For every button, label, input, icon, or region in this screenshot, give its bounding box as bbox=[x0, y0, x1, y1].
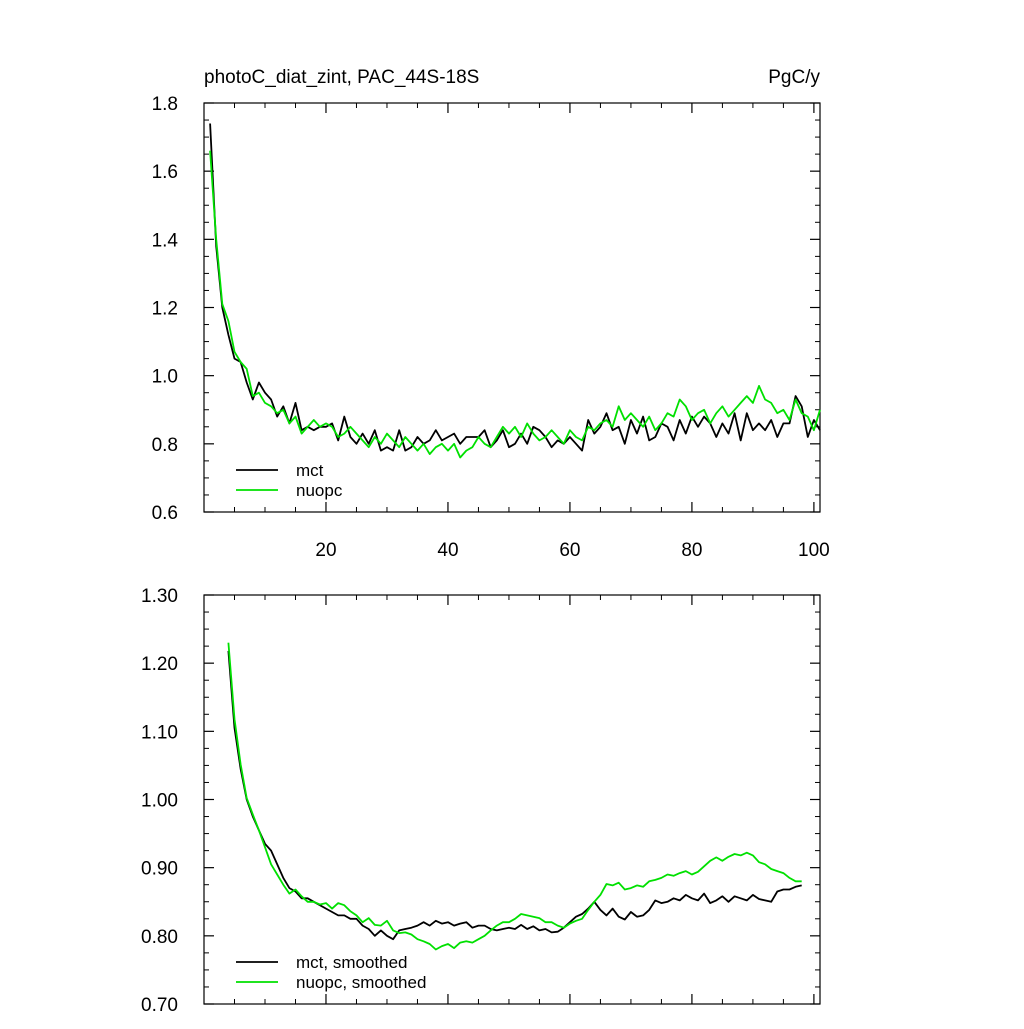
y-tick-label: 1.30 bbox=[141, 586, 178, 607]
y-tick-label: 1.0 bbox=[152, 367, 178, 388]
y-tick-label: 0.80 bbox=[141, 927, 178, 948]
y-tick-label: 1.4 bbox=[152, 230, 179, 251]
x-tick-label: 20 bbox=[315, 540, 336, 561]
plot-frame bbox=[203, 102, 821, 513]
series-nuopc-line bbox=[209, 150, 821, 459]
series-nuopc-smoothed-line bbox=[227, 642, 802, 951]
series-mct-line bbox=[209, 123, 821, 452]
y-tick-label: 1.2 bbox=[152, 299, 178, 320]
y-tick-label: 0.90 bbox=[141, 859, 178, 880]
y-tick-label: 0.70 bbox=[141, 995, 178, 1016]
y-tick-label: 1.00 bbox=[141, 791, 178, 812]
y-tick-label: 1.6 bbox=[152, 162, 178, 183]
x-tick-label: 100 bbox=[798, 540, 830, 561]
chart-units: PgC/y bbox=[768, 67, 820, 88]
y-tick-label: 1.10 bbox=[141, 722, 178, 743]
x-tick-label: 40 bbox=[437, 540, 458, 561]
legend-label: mct, smoothed bbox=[296, 953, 408, 972]
legend-label: nuopc, smoothed bbox=[296, 973, 426, 992]
legend-label: mct bbox=[296, 461, 324, 480]
plot-frame bbox=[203, 594, 821, 1005]
y-tick-label: 0.8 bbox=[152, 435, 178, 456]
x-tick-label: 60 bbox=[559, 540, 580, 561]
x-tick-label: 80 bbox=[681, 540, 702, 561]
y-tick-label: 0.6 bbox=[152, 503, 178, 524]
series-mct-smoothed-line bbox=[227, 650, 802, 941]
y-tick-label: 1.20 bbox=[141, 654, 178, 675]
y-tick-label: 1.8 bbox=[152, 94, 178, 115]
chart-title: photoC_diat_zint, PAC_44S-18S bbox=[204, 67, 479, 88]
bottom-panel: 0.70 0.80 0.90 1.00 1.10 1.20 1.30 mct, smoothe… bbox=[141, 586, 821, 1016]
legend-label: nuopc bbox=[296, 481, 343, 500]
